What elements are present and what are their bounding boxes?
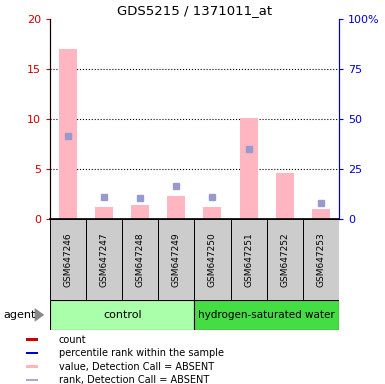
Bar bbox=[59, 49, 77, 219]
Bar bbox=[27, 338, 38, 341]
Text: GSM647251: GSM647251 bbox=[244, 232, 253, 286]
Text: percentile rank within the sample: percentile rank within the sample bbox=[59, 348, 224, 358]
Bar bbox=[95, 207, 113, 219]
Text: GSM647247: GSM647247 bbox=[100, 232, 109, 286]
Bar bbox=[50, 300, 194, 330]
Text: rank, Detection Call = ABSENT: rank, Detection Call = ABSENT bbox=[59, 375, 209, 384]
Bar bbox=[50, 219, 86, 300]
Bar bbox=[167, 196, 186, 219]
Bar bbox=[312, 209, 330, 219]
Text: GSM647248: GSM647248 bbox=[136, 232, 145, 286]
Bar bbox=[27, 379, 38, 381]
Bar bbox=[122, 219, 158, 300]
Text: GSM647249: GSM647249 bbox=[172, 232, 181, 286]
Text: GSM647246: GSM647246 bbox=[64, 232, 73, 286]
Text: agent: agent bbox=[4, 310, 36, 320]
Bar bbox=[203, 207, 221, 219]
Text: GSM647253: GSM647253 bbox=[316, 232, 325, 286]
Bar bbox=[303, 219, 339, 300]
Bar bbox=[266, 219, 303, 300]
Bar bbox=[86, 219, 122, 300]
Title: GDS5215 / 1371011_at: GDS5215 / 1371011_at bbox=[117, 3, 272, 17]
Bar bbox=[231, 219, 266, 300]
Text: GSM647250: GSM647250 bbox=[208, 232, 217, 286]
Bar bbox=[276, 173, 294, 219]
Bar bbox=[158, 219, 194, 300]
Text: GSM647252: GSM647252 bbox=[280, 232, 289, 286]
Bar bbox=[194, 300, 339, 330]
Bar bbox=[27, 352, 38, 354]
Bar bbox=[27, 365, 38, 368]
Bar bbox=[131, 205, 149, 219]
Bar bbox=[194, 219, 231, 300]
Bar bbox=[239, 118, 258, 219]
Text: hydrogen-saturated water: hydrogen-saturated water bbox=[198, 310, 335, 320]
Text: value, Detection Call = ABSENT: value, Detection Call = ABSENT bbox=[59, 361, 214, 372]
Text: count: count bbox=[59, 334, 86, 345]
Text: control: control bbox=[103, 310, 142, 320]
